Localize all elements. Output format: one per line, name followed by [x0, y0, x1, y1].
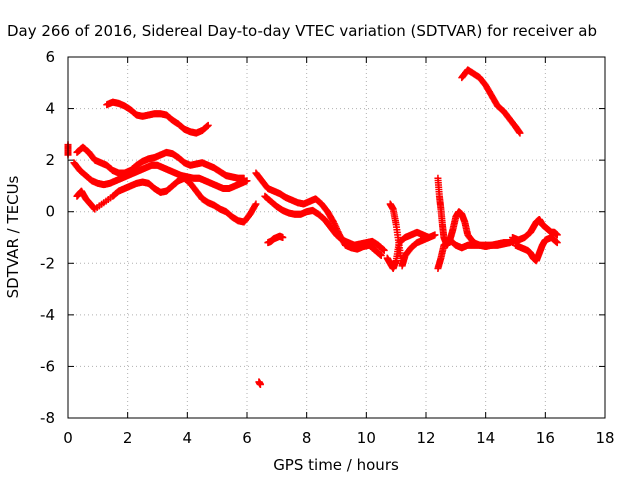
x-tick-label: 4	[183, 429, 193, 447]
x-tick-label: 12	[416, 429, 435, 447]
data-point	[553, 239, 561, 247]
series-middle-band	[70, 159, 251, 193]
data-point	[252, 200, 260, 208]
data-point	[431, 231, 439, 239]
data-point	[425, 234, 433, 241]
series-post-6h-lower	[261, 192, 388, 254]
x-axis-label: GPS time / hours	[273, 456, 399, 474]
x-tick-label: 8	[302, 429, 312, 447]
x-tick-label: 14	[476, 429, 495, 447]
y-tick-labels: -8 -6 -4 -2 0 2 4 6	[40, 48, 55, 427]
data-point	[256, 380, 264, 388]
data-point	[516, 129, 524, 137]
data-point	[377, 252, 385, 260]
y-tick-label: -4	[40, 306, 55, 324]
x-tick-label: 16	[536, 429, 555, 447]
x-tick-label: 0	[63, 429, 73, 447]
data-point	[279, 234, 287, 241]
y-tick-label: 0	[45, 203, 55, 221]
x-tick-labels: 0 2 4 6 8 10 12 14 16 18	[63, 429, 614, 447]
y-tick-label: 6	[45, 48, 55, 66]
y-axis-label: SDTVAR / TECUs	[4, 175, 22, 298]
y-tick-label: -6	[40, 357, 55, 375]
chart-title: Day 266 of 2016, Sidereal Day-to-day VTE…	[7, 22, 597, 40]
series-12-14h-lower	[434, 236, 519, 272]
series-upper-band	[73, 143, 248, 182]
data-point	[243, 177, 251, 185]
series-15-16-5h-lower	[512, 234, 561, 265]
y-tick-label: 4	[45, 100, 55, 118]
series-10-12h-lower	[383, 228, 433, 272]
plot-frame	[67, 56, 606, 419]
x-tick-label: 2	[123, 429, 133, 447]
series-12-14h	[434, 174, 514, 249]
y-tick-label: -2	[40, 254, 55, 272]
y-tick-label: -8	[40, 409, 55, 427]
series-late-arc	[458, 66, 524, 137]
x-tick-label: 18	[595, 429, 614, 447]
x-tick-label: 10	[357, 429, 376, 447]
data-point	[380, 246, 388, 254]
series-small-arc-7h	[264, 232, 287, 247]
series-lower-band	[73, 174, 260, 226]
data-points	[64, 66, 561, 388]
data-point	[204, 121, 212, 129]
series-high-arc	[103, 98, 212, 137]
y-tick-label: 2	[45, 151, 55, 169]
series-15-16-5h	[509, 215, 561, 244]
data-point	[553, 231, 561, 239]
x-tick-label: 6	[242, 429, 252, 447]
